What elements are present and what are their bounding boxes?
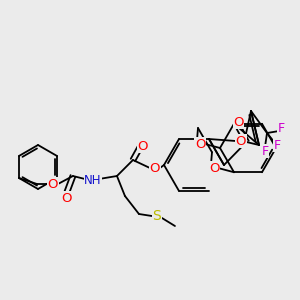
Text: O: O (48, 178, 58, 190)
Text: O: O (209, 162, 219, 175)
Text: O: O (62, 191, 72, 205)
Text: O: O (150, 161, 160, 175)
Text: O: O (233, 116, 244, 128)
Text: F: F (261, 145, 268, 158)
Text: F: F (278, 122, 285, 134)
Text: S: S (153, 209, 161, 223)
Text: O: O (138, 140, 148, 152)
Text: F: F (273, 139, 280, 152)
Text: NH: NH (84, 173, 102, 187)
Text: O: O (236, 134, 246, 148)
Text: O: O (195, 137, 205, 151)
